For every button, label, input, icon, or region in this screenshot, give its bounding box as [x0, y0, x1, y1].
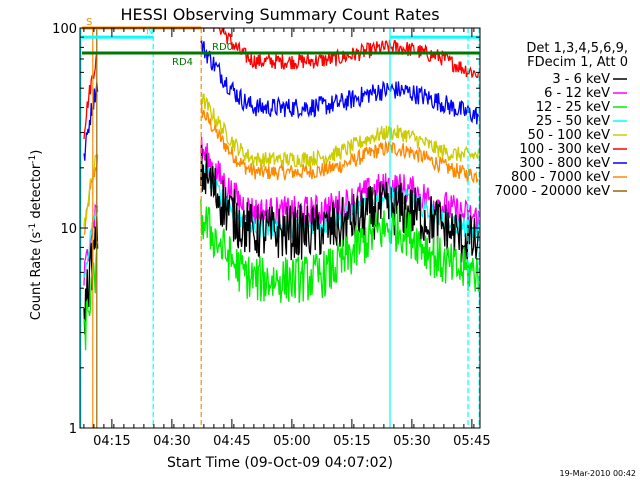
- state-bar-label: RD4: [172, 57, 193, 68]
- y-axis-label-part2: detector: [29, 163, 44, 223]
- x-tick-label: 05:30: [393, 434, 430, 449]
- x-tick-label: 04:45: [213, 434, 250, 449]
- legend-label: 6 - 12 keV: [544, 86, 610, 101]
- x-axis: 04:15 04:30 04:45 05:00 05:15 05:30 05:45: [83, 28, 491, 449]
- x-tick-label: 04:30: [153, 434, 190, 449]
- legend-label: 800 - 7000 keV: [511, 170, 610, 185]
- x-tick-label: 05:45: [453, 434, 490, 449]
- legend: Det 1,3,4,5,6,9, FDecim 1, Att 0 3 - 6 k…: [495, 41, 628, 199]
- series-line: [83, 39, 480, 161]
- state-bar-label: S: [86, 17, 92, 28]
- y-tick-label: 1: [69, 422, 77, 437]
- series-line: [83, 156, 480, 278]
- legend-label: 25 - 50 keV: [536, 114, 610, 129]
- series-layer: [83, 27, 480, 351]
- x-tick-label: 05:00: [273, 434, 310, 449]
- y-tick-label: 100: [52, 22, 77, 37]
- series-line: [83, 93, 480, 227]
- render-timestamp: 19-Mar-2010 00:42: [560, 469, 637, 478]
- series-line: [83, 102, 479, 235]
- legend-label: 7000 - 20000 keV: [495, 184, 611, 199]
- state-bar-label: N: [146, 26, 153, 37]
- legend-header-line1: Det 1,3,4,5,6,9,: [526, 41, 628, 56]
- y-axis-label-sup2: -1: [28, 155, 38, 164]
- x-tick-label: 04:15: [93, 434, 130, 449]
- y-axis-label-part1: Count Rate (s: [29, 232, 44, 321]
- legend-label: 12 - 25 keV: [536, 100, 610, 115]
- y-axis-label-part3: ): [29, 150, 44, 155]
- state-bar-label: RD0: [212, 42, 233, 53]
- legend-label: 50 - 100 keV: [528, 128, 611, 143]
- legend-label: 3 - 6 keV: [552, 72, 610, 87]
- x-tick-label: 05:15: [333, 434, 370, 449]
- series-line: [83, 199, 480, 351]
- legend-header-line2: FDecim 1, Att 0: [527, 55, 628, 70]
- y-axis-label-sup1: -1: [28, 223, 38, 232]
- x-axis-label: Start Time (09-Oct-09 04:07:02): [167, 455, 393, 471]
- legend-label: 300 - 800 keV: [519, 156, 610, 171]
- legend-label: 100 - 300 keV: [519, 142, 610, 157]
- y-axis-label: Count Rate (s-1 detector-1): [28, 150, 44, 321]
- chart-title: HESSI Observing Summary Count Rates: [120, 5, 439, 24]
- series-line: [83, 27, 480, 140]
- y-tick-label: 10: [60, 222, 77, 237]
